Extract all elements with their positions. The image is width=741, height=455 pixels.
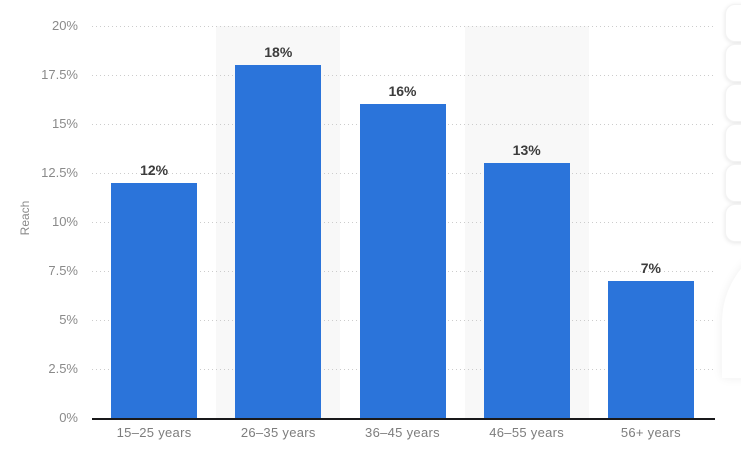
x-axis-label: 26–35 years (240, 425, 316, 440)
bar-value-label: 18% (264, 43, 293, 60)
bar[interactable] (359, 104, 446, 418)
x-axis-line (92, 418, 715, 420)
y-tick-label: 10% (51, 214, 78, 229)
x-axis-label: 56+ years (620, 425, 681, 440)
x-axis-label: 46–55 years (489, 425, 565, 440)
side-toolbar-button[interactable] (725, 44, 741, 82)
side-toolbar-button[interactable] (725, 84, 741, 122)
bar[interactable] (235, 64, 322, 418)
y-tick-label: 17.5% (41, 67, 78, 82)
y-tick-label: 0% (59, 410, 78, 425)
gridline (92, 75, 713, 76)
x-axis-label: 36–45 years (365, 425, 440, 440)
y-tick-label: 15% (51, 116, 78, 131)
bar[interactable] (483, 162, 570, 418)
side-toolbar-button[interactable] (725, 124, 741, 162)
y-tick-label: 5% (59, 312, 78, 327)
side-toolbar-button[interactable] (725, 204, 741, 242)
bar-value-label: 16% (388, 83, 417, 99)
bar[interactable] (607, 280, 694, 418)
bar-value-label: 12% (140, 161, 169, 178)
side-toolbar-button[interactable] (725, 164, 741, 202)
y-tick-label: 7.5% (48, 263, 78, 278)
x-axis-label: 15–25 years (116, 425, 192, 440)
bar[interactable] (111, 182, 198, 418)
y-tick-label: 2.5% (48, 361, 78, 376)
bar-value-label: 7% (640, 259, 661, 276)
rounded-card-corner (722, 238, 741, 378)
side-toolbar-button[interactable] (725, 4, 741, 42)
y-tick-label: 12.5% (41, 165, 78, 180)
y-tick-label: 20% (51, 18, 78, 33)
bar-value-label: 13% (512, 141, 541, 158)
gridline (92, 26, 713, 27)
